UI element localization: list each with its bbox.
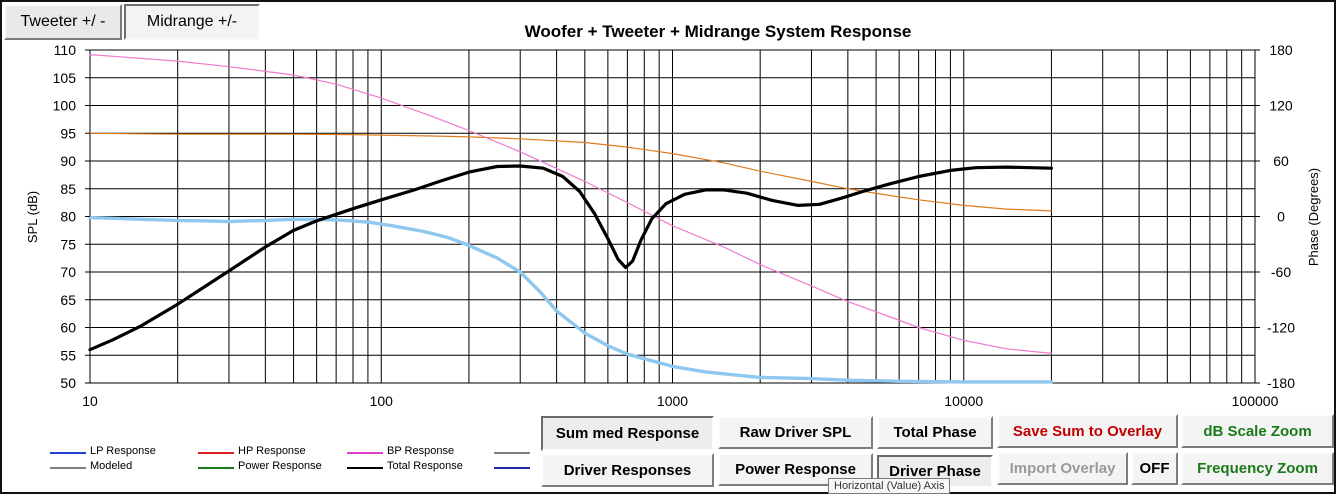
y-tick-label: 50 — [60, 375, 76, 391]
y-tick-label: 100 — [53, 98, 77, 114]
y2-tick-label: 180 — [1269, 42, 1293, 58]
y-tick-label: 75 — [60, 236, 76, 252]
y-tick-label: 60 — [60, 320, 76, 336]
legend-swatch — [198, 452, 234, 454]
legend-swatch — [494, 452, 530, 454]
legend-label: HP Response — [238, 445, 306, 457]
chart-title: Woofer + Tweeter + Midrange System Respo… — [525, 22, 912, 41]
legend-swatch — [50, 452, 86, 454]
legend-label: Modeled — [90, 460, 133, 472]
y-tick-label: 65 — [60, 292, 76, 308]
series-group — [88, 53, 1054, 384]
y-tick-label: 80 — [60, 209, 76, 225]
tweeter-toggle-button[interactable]: Tweeter +/ - — [4, 4, 122, 40]
legend-label: BP Response — [387, 445, 455, 457]
y-tick-label: 110 — [54, 42, 77, 58]
legend-swatch — [198, 467, 234, 469]
y2-tick-label: -120 — [1267, 320, 1295, 336]
y-tick-label: 70 — [60, 264, 76, 280]
bp-response-line — [89, 53, 1053, 354]
legend-swatch — [50, 467, 86, 469]
axis-tooltip: Horizontal (Value) Axis — [828, 478, 951, 494]
driver-responses-button[interactable]: Driver Responses — [541, 453, 714, 487]
y-tick-label: 95 — [60, 125, 76, 141]
overlay-off-button[interactable]: OFF — [1131, 452, 1178, 485]
legend-label: Total Response — [387, 460, 463, 472]
y-tick-label: 90 — [60, 153, 76, 169]
summed-response-button[interactable]: Sum med Response — [541, 416, 714, 451]
x-tick-label: 100000 — [1232, 393, 1279, 409]
x-tick-label: 10 — [82, 393, 98, 409]
grid — [90, 50, 1255, 383]
import-overlay-button[interactable]: Import Overlay — [997, 452, 1128, 485]
db-scale-zoom-button[interactable]: dB Scale Zoom — [1181, 414, 1334, 448]
y-tick-label: 85 — [60, 181, 76, 197]
series-line-2 — [89, 132, 1053, 212]
driver-phase-button[interactable]: Driver Phase — [877, 455, 993, 488]
total-response-line — [88, 164, 1054, 352]
response-chart: 50556065707580859095100105110-180-120-60… — [25, 22, 1321, 409]
y2-tick-label: -180 — [1267, 375, 1295, 391]
x-tick-label: 100 — [370, 393, 394, 409]
legend-swatch — [347, 452, 383, 454]
total-phase-button[interactable]: Total Phase — [877, 416, 993, 449]
y-tick-label: 105 — [53, 70, 77, 86]
y-tick-label: 55 — [60, 347, 76, 363]
y2-tick-label: 60 — [1273, 153, 1289, 169]
series-line-3 — [88, 215, 1054, 384]
legend-label: LP Response — [90, 445, 156, 457]
y-axis-label: SPL (dB) — [25, 191, 40, 243]
frequency-zoom-button[interactable]: Frequency Zoom — [1181, 452, 1334, 485]
y2-tick-label: -60 — [1271, 264, 1291, 280]
save-sum-to-overlay-button[interactable]: Save Sum to Overlay — [997, 414, 1178, 448]
legend-swatch — [494, 467, 530, 469]
y2-axis-label: Phase (Degrees) — [1306, 168, 1321, 266]
x-tick-label: 1000 — [657, 393, 688, 409]
raw-driver-spl-button[interactable]: Raw Driver SPL — [718, 416, 873, 449]
legend-label: Power Response — [238, 460, 322, 472]
y2-tick-label: 0 — [1277, 209, 1285, 225]
midrange-toggle-button[interactable]: Midrange +/- — [124, 4, 260, 40]
axes[interactable]: 50556065707580859095100105110-180-120-60… — [53, 42, 1296, 409]
x-tick-label: 10000 — [944, 393, 983, 409]
y2-tick-label: 120 — [1269, 98, 1293, 114]
legend-swatch — [347, 467, 383, 469]
